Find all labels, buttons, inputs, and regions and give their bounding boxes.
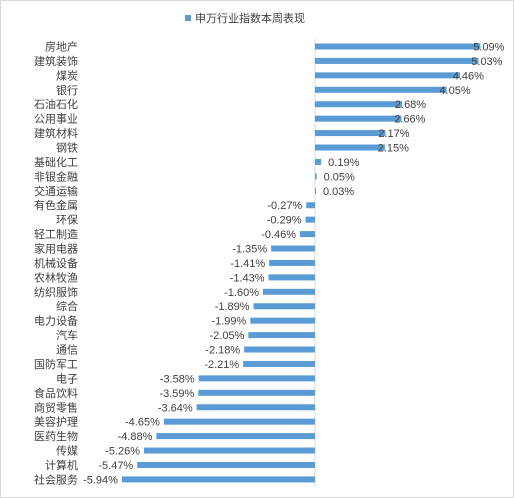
- category-label: 公用事业: [34, 113, 78, 126]
- value-label: 2.68%: [395, 99, 426, 111]
- bar: [315, 72, 460, 79]
- category-label: 煤炭: [56, 69, 78, 82]
- bar: [198, 375, 315, 382]
- bar: [243, 360, 315, 367]
- value-label: 4.05%: [439, 85, 470, 97]
- category-label: 轻工制造: [34, 227, 78, 241]
- value-label: -3.58%: [160, 373, 195, 385]
- bar: [250, 317, 315, 324]
- category-label: 石油石化: [34, 97, 78, 111]
- category-label: 食品饮料: [34, 386, 78, 400]
- bar: [198, 389, 315, 396]
- value-label: -2.18%: [205, 345, 240, 357]
- bar: [253, 303, 315, 310]
- bar: [137, 461, 315, 468]
- bar: [315, 187, 316, 194]
- category-label: 国防军工: [34, 357, 78, 371]
- value-label: -1.41%: [230, 258, 265, 270]
- value-label: 2.66%: [394, 114, 425, 126]
- value-label: -3.59%: [159, 388, 194, 400]
- value-label: -3.64%: [158, 402, 193, 414]
- value-label: 5.03%: [471, 56, 502, 68]
- value-label: -0.27%: [267, 200, 302, 212]
- category-label: 电子: [56, 372, 78, 385]
- value-label: -1.35%: [232, 244, 267, 256]
- bar: [196, 404, 315, 411]
- bar: [163, 418, 315, 425]
- value-label: -1.99%: [211, 316, 246, 328]
- bar: [315, 130, 386, 137]
- bar: [248, 332, 315, 339]
- value-label: 2.15%: [378, 143, 409, 155]
- category-label: 通信: [56, 344, 78, 357]
- bar: [315, 115, 402, 122]
- value-label: 4.46%: [453, 70, 484, 82]
- category-label: 家用电器: [34, 242, 78, 256]
- bar: [315, 101, 403, 108]
- value-label: -4.65%: [125, 417, 160, 429]
- bar: [156, 433, 315, 440]
- value-label: -0.29%: [267, 215, 302, 227]
- category-label: 交通运输: [34, 184, 78, 198]
- category-label: 环保: [56, 213, 78, 227]
- legend-label: 申万行业指数本周表现: [195, 11, 305, 25]
- value-label: 0.05%: [324, 171, 355, 183]
- category-label: 医药生物: [34, 429, 78, 443]
- category-label: 非银金融: [34, 169, 78, 183]
- bar: [315, 144, 385, 151]
- category-label: 机械设备: [34, 256, 78, 270]
- category-label: 钢铁: [56, 142, 78, 155]
- category-label: 社会服务: [34, 472, 78, 486]
- category-label: 基础化工: [34, 155, 78, 169]
- category-label: 建筑材料: [34, 126, 78, 140]
- value-label: 5.09%: [473, 42, 504, 54]
- bar: [271, 245, 315, 252]
- category-label: 房地产: [45, 40, 78, 54]
- bar: [305, 216, 315, 223]
- bar: [315, 43, 481, 50]
- category-label: 美容护理: [34, 415, 78, 429]
- category-label: 汽车: [56, 328, 78, 342]
- bar: [315, 173, 317, 180]
- category-label: 建筑装饰: [34, 54, 78, 68]
- bar: [315, 158, 322, 165]
- bar: [244, 346, 315, 353]
- bar: [306, 202, 315, 209]
- category-label: 综合: [56, 299, 78, 313]
- bar: [268, 274, 315, 281]
- bar: [315, 57, 479, 64]
- value-label: -0.46%: [261, 229, 296, 241]
- category-label: 电力设备: [34, 314, 78, 328]
- value-label: -5.26%: [105, 446, 140, 458]
- value-label: 0.03%: [323, 186, 354, 198]
- value-label: -5.47%: [98, 460, 133, 472]
- legend-swatch: [185, 15, 191, 21]
- bar: [315, 86, 447, 93]
- category-label: 纺织服饰: [34, 285, 78, 299]
- value-label: -4.88%: [118, 431, 153, 443]
- value-label: -5.94%: [83, 474, 118, 486]
- bar: [300, 231, 315, 238]
- value-label: 0.19%: [328, 157, 359, 169]
- value-label: -1.43%: [230, 272, 265, 284]
- category-label: 有色金属: [34, 198, 78, 212]
- bar: [263, 288, 315, 295]
- bar: [144, 447, 315, 454]
- value-label: -2.05%: [210, 330, 245, 342]
- category-label: 商贸零售: [34, 400, 78, 414]
- category-label: 银行: [56, 83, 78, 97]
- category-label: 农林牧渔: [34, 270, 78, 284]
- value-label: -1.89%: [215, 301, 250, 313]
- category-label: 传媒: [56, 445, 78, 458]
- value-label: -2.21%: [204, 359, 239, 371]
- value-label: 2.17%: [378, 128, 409, 140]
- bar: [121, 476, 315, 483]
- category-label: 计算机: [45, 458, 78, 472]
- value-label: -1.60%: [224, 287, 259, 299]
- bar: [269, 259, 315, 266]
